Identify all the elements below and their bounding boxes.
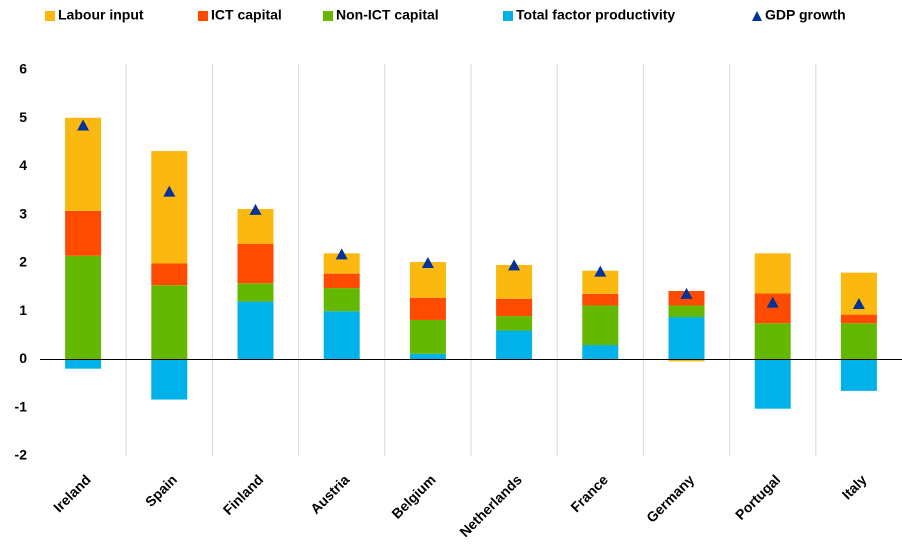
marker [680,287,693,299]
bar-segment [582,345,619,360]
bar-segment [668,359,705,362]
legend-label: Non-ICT capital [336,7,439,23]
bar-segment [409,297,446,320]
bar-segment [668,305,705,318]
legend-swatch [198,11,208,21]
bar-segment [409,353,446,360]
x-tick-label: Italy [839,471,870,502]
bar-segment [754,253,791,294]
bar-segment [496,316,533,331]
y-tick-label: 6 [19,61,27,77]
bar-segment [496,264,533,299]
bar-segment [668,317,705,360]
bar-segment [237,301,274,360]
y-tick-label: -2 [15,447,28,463]
marker [249,203,262,215]
legend-label: Total factor productivity [516,7,675,23]
legend-label: Labour input [58,7,144,23]
x-tick-label: Belgium [388,471,438,521]
bar-segment [151,151,188,264]
x-tick-label: Netherlands [456,471,525,540]
bar-segment [65,117,102,211]
bar-segment [323,273,360,289]
bar-segment [65,255,102,360]
marker [594,265,607,277]
legend-label: ICT capital [211,7,282,23]
legend-swatch [323,11,333,21]
bar-segment [323,288,360,312]
bar-segment [237,243,274,284]
x-tick-label: Spain [142,471,180,509]
x-tick-label: Austria [307,471,353,517]
bar-segment [323,311,360,360]
bar-segment [582,293,619,306]
bar-segment [840,314,877,324]
legend-marker [752,11,762,21]
legend-label: GDP growth [765,7,846,23]
y-tick-label: 2 [19,254,27,270]
x-tick-label: France [567,471,611,515]
y-tick-label: 5 [19,109,27,125]
bar-segment [840,359,877,391]
marker [77,119,90,131]
bar-segment [496,298,533,317]
x-tick-label: Finland [220,471,267,518]
bar-segment [409,319,446,354]
marker [508,259,521,271]
y-tick-label: 1 [19,302,27,318]
bar-segment [840,323,877,360]
y-tick-label: 4 [19,157,27,173]
marker [852,298,865,310]
x-tick-label: Germany [643,471,697,525]
bar-segment [754,323,791,360]
bar-segment [65,210,102,256]
marker [421,257,434,268]
marker [766,296,779,308]
y-tick-label: 3 [19,205,27,221]
bar-segment [65,359,102,369]
y-tick-label: 0 [19,350,27,366]
bar-segment [754,359,791,409]
bar-segment [237,283,274,302]
legend-swatch [45,11,55,21]
x-tick-label: Ireland [50,471,94,515]
bar-segment [151,359,188,400]
y-tick-label: -1 [15,398,28,414]
x-tick-label: Portugal [732,471,783,522]
bar-segment [582,270,619,294]
bar-segment [323,253,360,274]
marker [163,185,176,197]
bar-segment [151,263,188,286]
legend-swatch [503,11,513,21]
bar-segment [151,285,188,360]
bar-segment [582,305,619,346]
bar-segment [496,330,533,360]
marker [335,248,348,260]
